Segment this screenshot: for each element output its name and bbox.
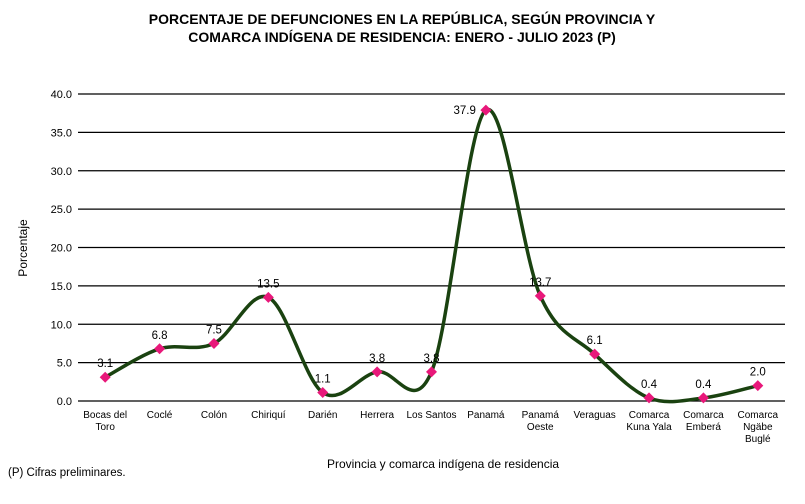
x-category-label: Veraguas	[574, 410, 616, 421]
x-category-label: Buglé	[745, 434, 771, 445]
data-label: 13.7	[529, 277, 551, 289]
x-axis-label: Provincia y comarca indígena de residenc…	[327, 457, 559, 471]
data-point-marker	[534, 290, 546, 302]
y-tick-label: 40.0	[51, 89, 72, 101]
x-category-label: Comarca	[738, 410, 779, 421]
data-point-marker	[643, 392, 655, 404]
x-category-label: Herrera	[360, 410, 394, 421]
data-label: 6.8	[152, 330, 168, 342]
data-point-marker	[752, 380, 764, 392]
y-tick-label: 15.0	[51, 281, 72, 293]
data-label: 3.8	[369, 353, 385, 365]
data-label: 3.1	[97, 358, 113, 370]
y-tick-label: 30.0	[51, 166, 72, 178]
data-label: 13.5	[257, 278, 279, 290]
x-category-label: Panamá	[522, 410, 560, 421]
x-category-label: Los Santos	[406, 410, 456, 421]
y-tick-label: 10.0	[51, 319, 72, 331]
y-tick-label: 0.0	[57, 396, 72, 408]
data-label: 7.5	[206, 324, 222, 336]
y-tick-label: 20.0	[51, 243, 72, 255]
data-label: 0.4	[695, 379, 712, 391]
data-point-marker	[317, 387, 329, 399]
x-category-label: Panamá	[467, 410, 505, 421]
chart-title-line-1: PORCENTAJE DE DEFUNCIONES EN LA REPÚBLIC…	[149, 10, 656, 27]
data-point-marker	[371, 366, 383, 378]
footnote: (P) Cifras preliminares.	[8, 467, 126, 479]
data-label: 0.4	[641, 379, 658, 391]
x-category-label: Darién	[308, 410, 337, 421]
data-label: 1.1	[315, 374, 331, 386]
x-category-label: Comarca	[683, 410, 724, 421]
series-line	[104, 107, 759, 404]
x-category-label: Colón	[201, 410, 227, 421]
y-tick-label: 5.0	[57, 358, 72, 370]
chart-title-line-2: COMARCA INDÍGENA DE RESIDENCIA: ENERO - …	[188, 29, 616, 45]
y-tick-label: 25.0	[51, 204, 72, 216]
x-category-label: Toro	[95, 422, 115, 433]
data-point-marker	[262, 291, 274, 303]
data-point-marker	[697, 392, 709, 404]
data-label: 2.0	[750, 367, 766, 379]
data-point-marker	[99, 371, 111, 383]
x-category-label: Ngäbe	[743, 422, 773, 433]
data-point-marker	[426, 366, 437, 378]
x-category-label: Coclé	[147, 410, 173, 421]
data-point-marker	[589, 348, 601, 360]
x-category-label: Chiriquí	[251, 410, 286, 421]
data-point-marker	[208, 337, 220, 349]
x-category-label: Bocas del	[83, 410, 127, 421]
x-category-label: Comarca	[629, 410, 670, 421]
x-category-label: Kuna Yala	[626, 422, 672, 433]
data-label: 37.9	[453, 105, 475, 117]
data-point-marker	[480, 104, 492, 116]
x-category-label: Oeste	[527, 422, 554, 433]
y-axis-label: Porcentaje	[16, 219, 30, 277]
data-label: 6.1	[587, 335, 603, 347]
data-label: 3.8	[424, 353, 440, 365]
data-point-marker	[154, 343, 166, 355]
x-category-label: Emberá	[686, 422, 721, 433]
y-tick-label: 35.0	[51, 127, 72, 139]
